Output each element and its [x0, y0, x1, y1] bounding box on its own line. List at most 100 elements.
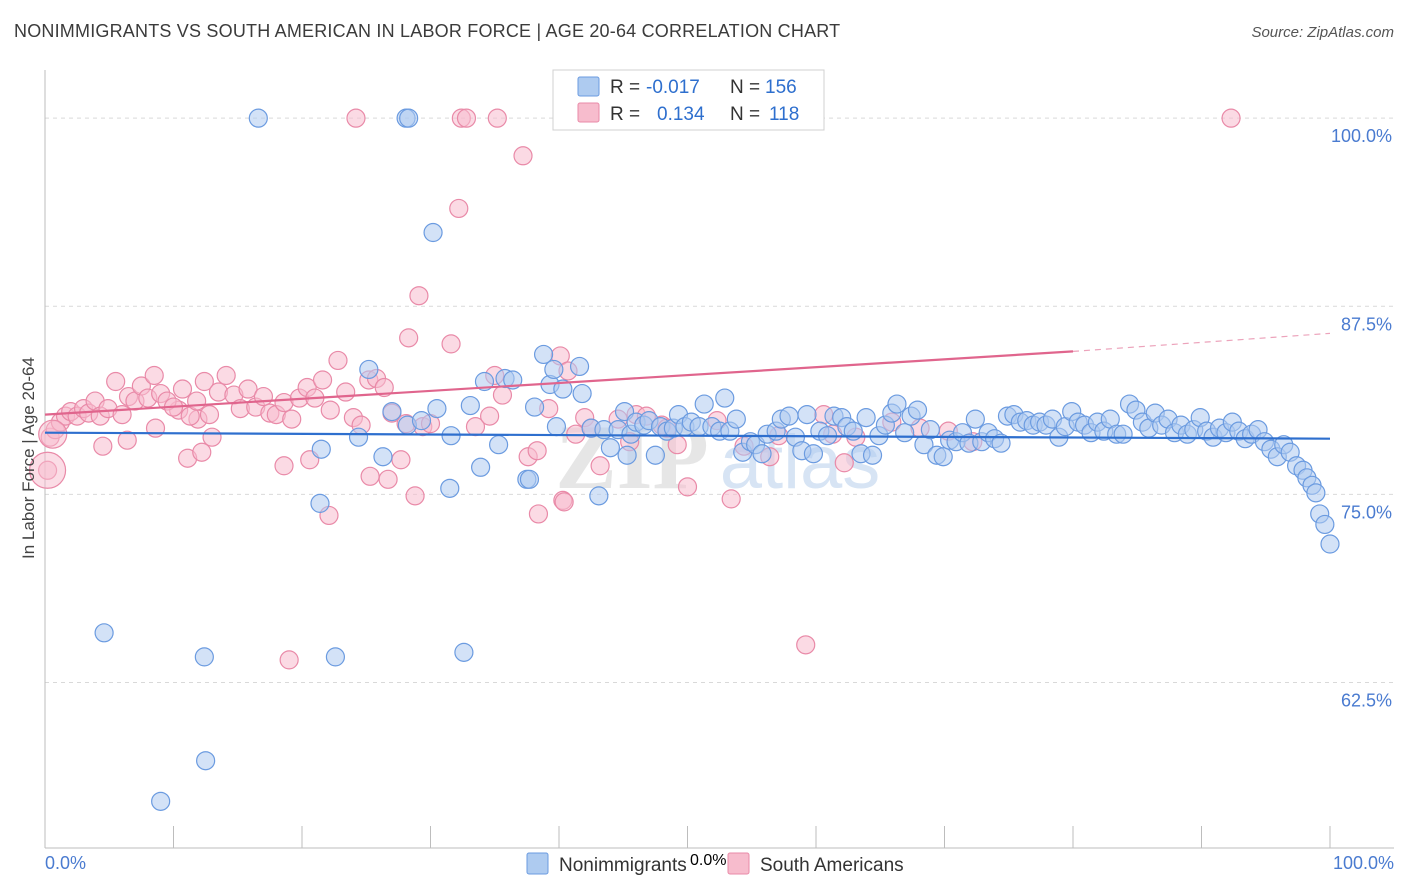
south-americans-point	[253, 386, 274, 407]
south-americans-point	[391, 450, 411, 470]
nonimmigrants-point	[151, 791, 171, 811]
south-americans-point	[112, 405, 132, 425]
nonimmigrants-point	[311, 439, 331, 459]
south-americans-point	[216, 365, 236, 386]
south-americans-point	[194, 371, 214, 392]
south-americans-point	[527, 441, 547, 461]
south-americans-point	[320, 400, 340, 420]
south-americans-point	[360, 466, 380, 486]
nonimmigrants-point	[519, 469, 540, 489]
south-americans-point	[399, 328, 419, 348]
nonimmigrants-point	[310, 493, 330, 513]
south-americans-point	[336, 382, 356, 402]
y-tick-label-2: 75.0%	[1341, 502, 1392, 522]
x-tick-label-end: 100.0%	[1333, 853, 1394, 873]
nonimmigrants-point	[533, 344, 554, 365]
south-americans-point	[1221, 108, 1241, 128]
south-americans-point	[117, 430, 137, 450]
nonimmigrants-point	[440, 478, 460, 498]
nonimmigrants-point	[572, 383, 592, 404]
series-legend-swatch-nonimmigrants	[526, 852, 549, 875]
legend-r-value-2: 0.134	[657, 104, 705, 125]
legend-n-label-1: N =	[730, 77, 760, 98]
south-americans-point	[721, 489, 741, 509]
south-americans-point	[405, 486, 425, 506]
legend-swatch-south-americans	[577, 102, 600, 123]
chart-title: NONIMMIGRANTS VS SOUTH AMERICAN IN LABOR…	[14, 21, 841, 41]
nonimmigrants-point	[553, 379, 573, 399]
south-americans-point	[312, 370, 333, 390]
series-legend-nonimmigrants: Nonimmigrants	[559, 855, 687, 876]
y-tick-labels: 100.0% 87.5% 75.0% 62.5%	[1331, 126, 1392, 710]
nonimmigrants-point	[427, 398, 447, 419]
nonimmigrants-point	[991, 433, 1011, 453]
nonimmigrants-point	[546, 417, 567, 437]
nonimmigrants-point	[460, 395, 480, 416]
series-legend-south-americans: South Americans	[760, 855, 904, 876]
nonimmigrants-point	[411, 411, 432, 431]
legend-r-label-2: R =	[610, 104, 640, 125]
south-americans-point	[346, 108, 366, 128]
south-americans-point	[274, 456, 294, 476]
south-americans-point	[328, 350, 348, 371]
nonimmigrants-point	[399, 108, 419, 128]
nonimmigrants-point	[382, 401, 402, 422]
nonimmigrants-point	[907, 400, 928, 420]
nonimmigrants-point	[454, 642, 474, 662]
south-americans-point	[106, 371, 126, 392]
stats-legend: R = -0.017 N = 156 R = 0.134 N = 118	[552, 69, 825, 131]
nonimmigrants-point	[1306, 483, 1326, 503]
south-americans-point	[145, 418, 166, 438]
x-axis-ticks	[44, 826, 1331, 848]
nonimmigrants-point	[933, 447, 953, 467]
nonimmigrants-point	[797, 405, 817, 425]
y-tick-label-0: 100.0%	[1331, 126, 1392, 146]
nonimmigrants-point	[779, 406, 799, 426]
south-americans-point	[28, 451, 67, 489]
south-americans-point	[528, 504, 549, 524]
nonimmigrants-point	[1113, 424, 1133, 444]
south-americans-point	[513, 146, 533, 166]
south-americans-point	[238, 379, 258, 399]
south-americans-point	[279, 650, 299, 670]
south-americans-points	[28, 108, 1241, 670]
nonimmigrants-point	[569, 356, 590, 377]
legend-n-label-2: N =	[730, 104, 760, 125]
south-americans-point	[677, 477, 698, 497]
nonimmigrants-point	[423, 222, 443, 243]
south-americans-point	[480, 406, 500, 426]
south-americans-point	[144, 365, 164, 386]
trend-lines	[44, 332, 1331, 440]
nonimmigrants-point	[196, 751, 216, 771]
south-americans-point	[93, 436, 113, 456]
south-americans-point	[38, 419, 68, 449]
legend-r-label-1: R =	[610, 77, 640, 98]
south-americans-point	[187, 391, 207, 411]
nonimmigrants-point	[895, 423, 915, 443]
south-americans-point	[208, 382, 229, 402]
south-americans-point	[554, 492, 574, 512]
south-americans-point	[492, 385, 513, 405]
series-legend-swatch-south-americans	[727, 852, 750, 875]
legend-r-value-1: -0.017	[646, 77, 700, 98]
nonimmigrants-point	[248, 108, 268, 128]
nonimmigrants-point	[325, 647, 346, 667]
south-americans-point	[796, 635, 816, 655]
nonimmigrants-point	[489, 435, 509, 455]
south-americans-point	[172, 379, 193, 399]
nonimmigrants-point	[600, 438, 621, 458]
nonimmigrants-points	[94, 108, 1340, 811]
nonimmigrants-point	[1320, 534, 1340, 554]
south-americans-point	[202, 427, 222, 447]
south-americans-point	[192, 442, 212, 462]
nonimmigrants-point	[803, 444, 824, 464]
nonimmigrants-point	[474, 371, 495, 392]
nonimmigrants-point	[645, 445, 665, 465]
nonimmigrants-point	[856, 408, 876, 428]
south-americans-point	[378, 469, 398, 489]
nonimmigrants-point	[1315, 514, 1335, 535]
nonimmigrants-point	[862, 445, 883, 465]
south-americans-point	[834, 453, 854, 473]
south-americans-trend-extension	[1072, 332, 1331, 353]
